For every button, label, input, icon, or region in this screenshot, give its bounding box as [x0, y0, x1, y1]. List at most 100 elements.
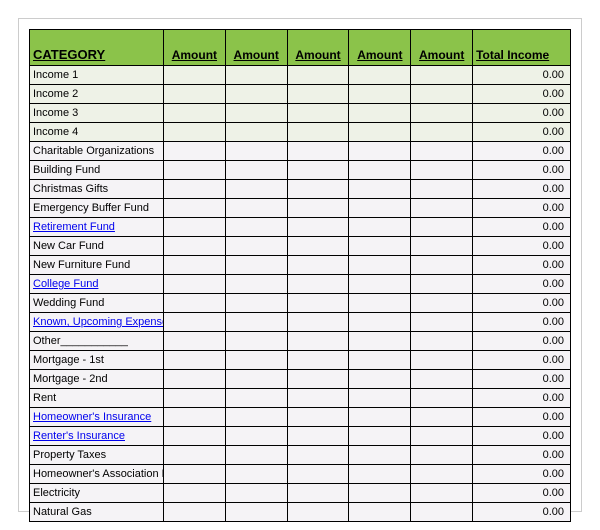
amount-cell[interactable]	[287, 256, 349, 275]
amount-cell[interactable]	[411, 408, 473, 427]
amount-cell[interactable]	[411, 142, 473, 161]
category-link-cell[interactable]: College Fund	[30, 275, 164, 294]
amount-cell[interactable]	[225, 294, 287, 313]
amount-cell[interactable]	[287, 180, 349, 199]
amount-cell[interactable]	[411, 237, 473, 256]
amount-cell[interactable]	[163, 161, 225, 180]
amount-cell[interactable]	[349, 104, 411, 123]
amount-cell[interactable]	[163, 389, 225, 408]
amount-cell[interactable]	[287, 294, 349, 313]
amount-cell[interactable]	[225, 503, 287, 522]
amount-cell[interactable]	[411, 446, 473, 465]
amount-cell[interactable]	[349, 256, 411, 275]
amount-cell[interactable]	[349, 351, 411, 370]
amount-cell[interactable]	[349, 237, 411, 256]
amount-cell[interactable]	[163, 370, 225, 389]
amount-cell[interactable]	[225, 408, 287, 427]
amount-cell[interactable]	[287, 161, 349, 180]
amount-cell[interactable]	[411, 294, 473, 313]
amount-cell[interactable]	[225, 427, 287, 446]
amount-cell[interactable]	[287, 85, 349, 104]
amount-cell[interactable]	[287, 427, 349, 446]
amount-cell[interactable]	[163, 446, 225, 465]
amount-cell[interactable]	[349, 199, 411, 218]
amount-cell[interactable]	[163, 180, 225, 199]
amount-cell[interactable]	[163, 275, 225, 294]
amount-cell[interactable]	[163, 427, 225, 446]
amount-cell[interactable]	[225, 180, 287, 199]
amount-cell[interactable]	[287, 66, 349, 85]
amount-cell[interactable]	[411, 123, 473, 142]
amount-cell[interactable]	[287, 484, 349, 503]
amount-cell[interactable]	[349, 161, 411, 180]
amount-cell[interactable]	[349, 123, 411, 142]
amount-cell[interactable]	[163, 503, 225, 522]
amount-cell[interactable]	[349, 389, 411, 408]
amount-cell[interactable]	[349, 66, 411, 85]
amount-cell[interactable]	[163, 256, 225, 275]
amount-cell[interactable]	[411, 351, 473, 370]
amount-cell[interactable]	[349, 484, 411, 503]
amount-cell[interactable]	[411, 332, 473, 351]
amount-cell[interactable]	[163, 199, 225, 218]
amount-cell[interactable]	[225, 123, 287, 142]
amount-cell[interactable]	[287, 275, 349, 294]
amount-cell[interactable]	[225, 484, 287, 503]
amount-cell[interactable]	[163, 294, 225, 313]
amount-cell[interactable]	[349, 294, 411, 313]
category-link-cell[interactable]: Renter's Insurance	[30, 427, 164, 446]
amount-cell[interactable]	[225, 199, 287, 218]
amount-cell[interactable]	[411, 427, 473, 446]
amount-cell[interactable]	[225, 465, 287, 484]
amount-cell[interactable]	[225, 161, 287, 180]
amount-cell[interactable]	[163, 351, 225, 370]
amount-cell[interactable]	[287, 503, 349, 522]
amount-cell[interactable]	[411, 66, 473, 85]
amount-cell[interactable]	[411, 85, 473, 104]
amount-cell[interactable]	[349, 180, 411, 199]
amount-cell[interactable]	[411, 484, 473, 503]
amount-cell[interactable]	[225, 446, 287, 465]
amount-cell[interactable]	[411, 313, 473, 332]
amount-cell[interactable]	[225, 389, 287, 408]
amount-cell[interactable]	[349, 85, 411, 104]
amount-cell[interactable]	[225, 332, 287, 351]
amount-cell[interactable]	[349, 332, 411, 351]
amount-cell[interactable]	[225, 142, 287, 161]
amount-cell[interactable]	[349, 142, 411, 161]
amount-cell[interactable]	[225, 104, 287, 123]
amount-cell[interactable]	[225, 275, 287, 294]
amount-cell[interactable]	[287, 408, 349, 427]
amount-cell[interactable]	[287, 237, 349, 256]
amount-cell[interactable]	[287, 199, 349, 218]
amount-cell[interactable]	[163, 104, 225, 123]
amount-cell[interactable]	[349, 446, 411, 465]
amount-cell[interactable]	[287, 465, 349, 484]
amount-cell[interactable]	[349, 465, 411, 484]
amount-cell[interactable]	[349, 408, 411, 427]
amount-cell[interactable]	[349, 218, 411, 237]
category-link-cell[interactable]: Known, Upcoming Expenses	[30, 313, 164, 332]
category-link-cell[interactable]: Homeowner's Insurance	[30, 408, 164, 427]
amount-cell[interactable]	[411, 275, 473, 294]
amount-cell[interactable]	[225, 66, 287, 85]
amount-cell[interactable]	[411, 180, 473, 199]
amount-cell[interactable]	[349, 275, 411, 294]
amount-cell[interactable]	[163, 218, 225, 237]
amount-cell[interactable]	[411, 465, 473, 484]
amount-cell[interactable]	[225, 237, 287, 256]
amount-cell[interactable]	[287, 332, 349, 351]
category-link-cell[interactable]: Retirement Fund	[30, 218, 164, 237]
amount-cell[interactable]	[287, 142, 349, 161]
amount-cell[interactable]	[163, 66, 225, 85]
amount-cell[interactable]	[163, 313, 225, 332]
amount-cell[interactable]	[411, 161, 473, 180]
amount-cell[interactable]	[287, 370, 349, 389]
amount-cell[interactable]	[287, 123, 349, 142]
amount-cell[interactable]	[411, 104, 473, 123]
amount-cell[interactable]	[225, 370, 287, 389]
amount-cell[interactable]	[411, 389, 473, 408]
amount-cell[interactable]	[411, 256, 473, 275]
amount-cell[interactable]	[163, 332, 225, 351]
amount-cell[interactable]	[225, 85, 287, 104]
